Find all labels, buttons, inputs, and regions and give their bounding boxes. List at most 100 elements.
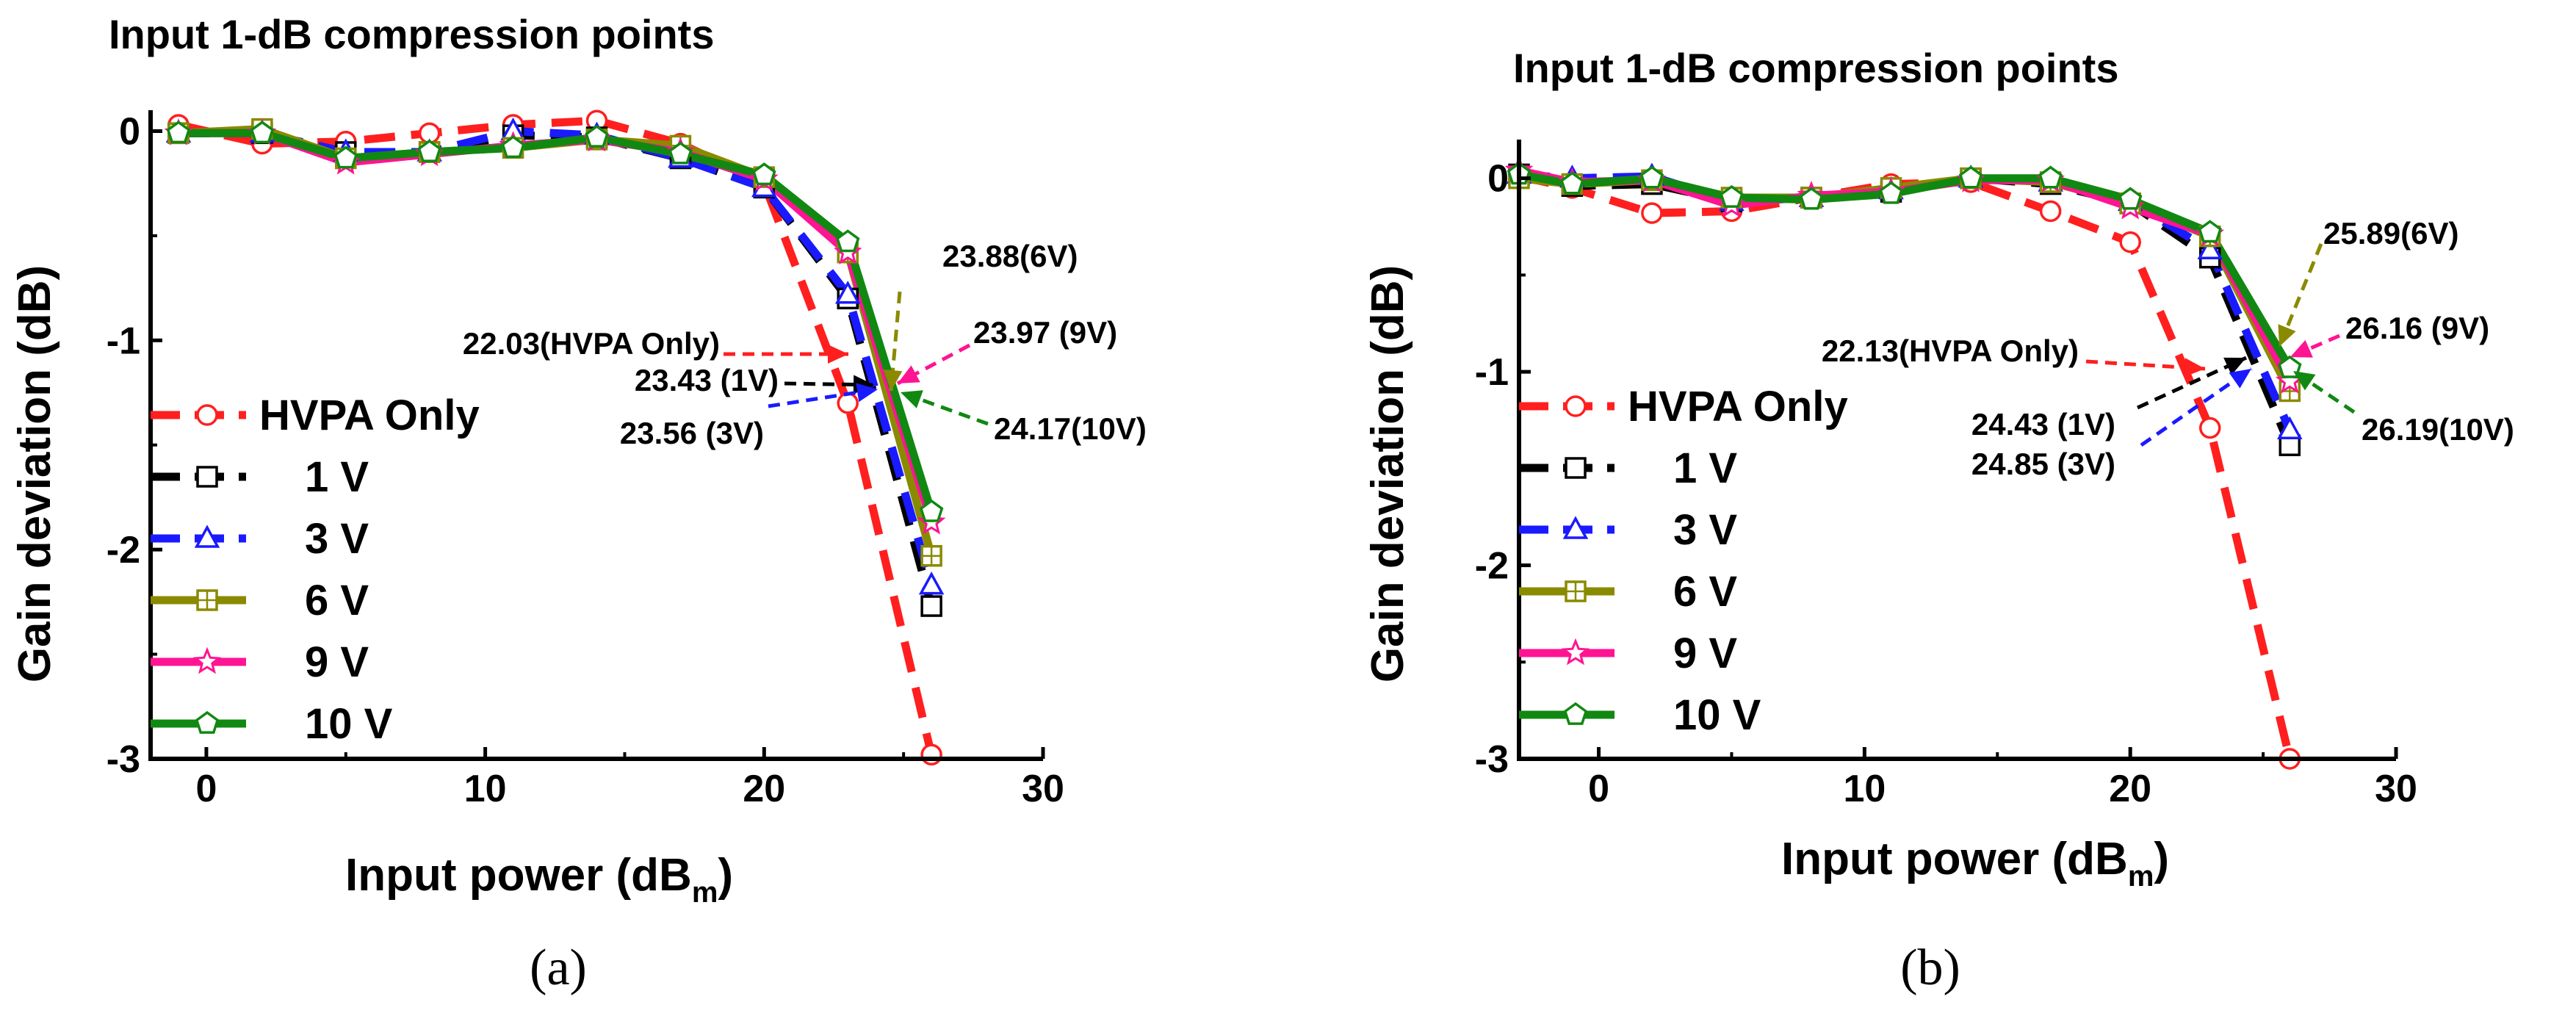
panel-a-point-v3 bbox=[918, 572, 945, 595]
panel-b-point-v10 bbox=[1639, 165, 1664, 189]
panel-b-point-hvpa bbox=[2039, 200, 2062, 223]
panel-b-legend-marker-v3 bbox=[1562, 516, 1589, 539]
panel-a-point-v10 bbox=[501, 135, 525, 159]
panel-b-plot: 0 10 20 30 0 -1 -2 -3 25.89(6V) 22.13(HVPA Only) 2… bbox=[1475, 140, 2514, 810]
panel-b-legend-label-v3: 3 V bbox=[1673, 506, 1737, 554]
panel-a-series-line-hvpa bbox=[177, 116, 936, 756]
panel-a-annotation-arrowhead-v10 bbox=[901, 390, 923, 408]
panel-b-point-v10 bbox=[1720, 184, 1744, 208]
panel-b-x-tick-label: 30 bbox=[2375, 768, 2417, 810]
panel-b-legend-marker-v9 bbox=[1561, 638, 1590, 666]
panel-a-legend-marker-v3 bbox=[194, 524, 220, 548]
panel-b-xlabel: Input power (dBm) bbox=[1781, 834, 2169, 893]
panel-b-point-hvpa bbox=[2119, 231, 2141, 253]
panel-a-point-v6-cross bbox=[922, 546, 942, 566]
panel-b-legend-marker-v6-cross bbox=[1566, 582, 1585, 601]
panel-b-caption: (b) bbox=[1900, 940, 1960, 996]
panel-b-y-tick-label: -3 bbox=[1475, 738, 1509, 781]
panel-b-annotation-v9: 26.16 (9V) bbox=[2345, 311, 2489, 345]
panel-b-point-v3 bbox=[2277, 416, 2303, 439]
panel-b-point-v10 bbox=[1958, 165, 1983, 189]
panel-a-annotation-v3: 23.56 (3V) bbox=[620, 416, 764, 450]
panel-b-xlabel-close: ) bbox=[2154, 834, 2169, 884]
panel-a-point-v1 bbox=[920, 595, 942, 617]
panel-b-point-v10 bbox=[1879, 181, 1903, 204]
panel-b-annotation-line-v3 bbox=[2140, 367, 2253, 447]
panel-a-annotation-line-v1 bbox=[784, 381, 875, 387]
panel-b-legend-label-v10: 10 V bbox=[1673, 691, 1761, 739]
panel-a-annotation-arrowhead-v6 bbox=[883, 369, 903, 391]
panel-a-annotation-hvpa: 22.03(HVPA Only) bbox=[463, 326, 720, 361]
panel-b-annotation-v10: 26.19(10V) bbox=[2362, 412, 2514, 447]
panel-b-xlabel-sub: m bbox=[2128, 860, 2154, 893]
panel-a-point-v10 bbox=[835, 229, 860, 253]
panel-a-point-v10 bbox=[752, 162, 776, 186]
panel-b-point-v10 bbox=[2198, 220, 2222, 243]
panel-b-legend-marker-v1 bbox=[1565, 457, 1587, 479]
panel-a-caption: (a) bbox=[530, 940, 587, 996]
panel-b-ylabel: Gain deviation (dB) bbox=[1363, 265, 1413, 682]
panel-b-point-v10 bbox=[1560, 171, 1584, 195]
panel-b-point-v3 bbox=[2197, 236, 2223, 259]
panel-a-legend-label-hvpa: HVPA Only bbox=[259, 392, 480, 439]
panel-b-legend-label-v1: 1 V bbox=[1673, 444, 1737, 492]
panel-b-xlabel-main: Input power (dB bbox=[1781, 834, 2128, 884]
panel-b-y-tick-label: 0 bbox=[1487, 158, 1509, 201]
panel-a-x-tick-label: 10 bbox=[464, 768, 507, 810]
panel-a-annotation-arrowhead-v3 bbox=[856, 383, 878, 403]
panel-a-point-v10 bbox=[668, 141, 693, 165]
panel-b-title: Input 1-dB compression points bbox=[1513, 45, 2118, 91]
panel-b-x-tick-label: 10 bbox=[1843, 768, 1886, 810]
panel-a-x-tick-label: 30 bbox=[1022, 768, 1064, 810]
panel-a-annotation-v1: 23.43 (1V) bbox=[635, 363, 779, 397]
panel-b-annotation-v6: 25.89(6V) bbox=[2323, 216, 2458, 250]
panel-a-annotation-v9: 23.97 (9V) bbox=[973, 315, 1117, 350]
panel-b-annotation-arrowhead-v3 bbox=[2229, 369, 2251, 389]
panel-a-y-tick-label: -3 bbox=[107, 738, 140, 781]
panel-a-y-tick-label: -1 bbox=[107, 320, 140, 362]
panel-a-legend-marker-v1 bbox=[196, 466, 218, 488]
panel-b-annotation-hvpa: 22.13(HVPA Only) bbox=[1822, 334, 2079, 368]
panel-a-point-v3 bbox=[834, 281, 861, 304]
panel-a-y-tick-label: -2 bbox=[107, 529, 140, 572]
panel-a-xlabel-sub: m bbox=[692, 876, 718, 909]
panel-a-annotation-arrowhead-v9 bbox=[898, 365, 920, 383]
panel-b-point-v10 bbox=[2118, 187, 2143, 210]
panel-b-series-line-hvpa bbox=[1518, 172, 2294, 760]
panel-a-point-v10 bbox=[919, 499, 944, 522]
panel-a-xlabel-main: Input power (dB bbox=[345, 850, 692, 901]
panel-a-point-hvpa bbox=[920, 743, 942, 766]
panel-a-x-tick-label: 20 bbox=[743, 768, 785, 810]
panel-b-annotation-v3: 24.85 (3V) bbox=[1971, 447, 2115, 481]
panel-a-annotation-v6: 23.88(6V) bbox=[942, 239, 1078, 273]
panel-b-annotation-v1: 24.43 (1V) bbox=[1971, 407, 2115, 441]
panel-b-y-tick-label: -1 bbox=[1475, 351, 1509, 394]
panel-a-xlabel: Input power (dBm) bbox=[345, 850, 733, 909]
panel-a-legend-marker-hvpa bbox=[196, 404, 218, 426]
panel-a-y-tick-label: 0 bbox=[119, 110, 140, 153]
panel-b-annotation-arrowhead-v6 bbox=[2278, 324, 2296, 347]
panel-a-point-v10 bbox=[333, 145, 358, 169]
panel-a-legend-marker-v9 bbox=[192, 646, 222, 674]
panel-a-point-v10 bbox=[585, 124, 609, 148]
panel-b-x-tick-label: 20 bbox=[2109, 768, 2151, 810]
panel-a-point-v10 bbox=[417, 139, 441, 162]
panel-a-annotation-arrowhead-hvpa bbox=[828, 345, 848, 364]
panel-b-annotation-arrowhead-v1 bbox=[2223, 357, 2246, 375]
panel-b-point-hvpa bbox=[2198, 417, 2221, 439]
panel-a-legend-label-v3: 3 V bbox=[305, 515, 369, 563]
panel-b-legend-label-v6: 6 V bbox=[1673, 568, 1737, 616]
panel-a-annotation-v10: 24.17(10V) bbox=[994, 411, 1147, 446]
panel-b-annotation-arrowhead-hvpa bbox=[2184, 358, 2205, 378]
panel-a-legend-label-v10: 10 V bbox=[305, 700, 393, 748]
panel-a-legend-label-v1: 1 V bbox=[305, 453, 369, 501]
panel-a-series-line-v1 bbox=[178, 129, 936, 608]
panel-b-point-v10 bbox=[2038, 165, 2063, 189]
panel-a-legend-marker-v10 bbox=[195, 710, 220, 734]
panel-b-legend-label-hvpa: HVPA Only bbox=[1628, 383, 1848, 430]
panel-b-legend-marker-hvpa bbox=[1565, 395, 1587, 417]
panel-a-xlabel-close: ) bbox=[718, 850, 733, 901]
panel-a-point-v10 bbox=[166, 120, 191, 144]
panel-a-series-line-v3 bbox=[178, 127, 936, 587]
panel-a-legend-marker-v6-cross bbox=[198, 591, 217, 610]
